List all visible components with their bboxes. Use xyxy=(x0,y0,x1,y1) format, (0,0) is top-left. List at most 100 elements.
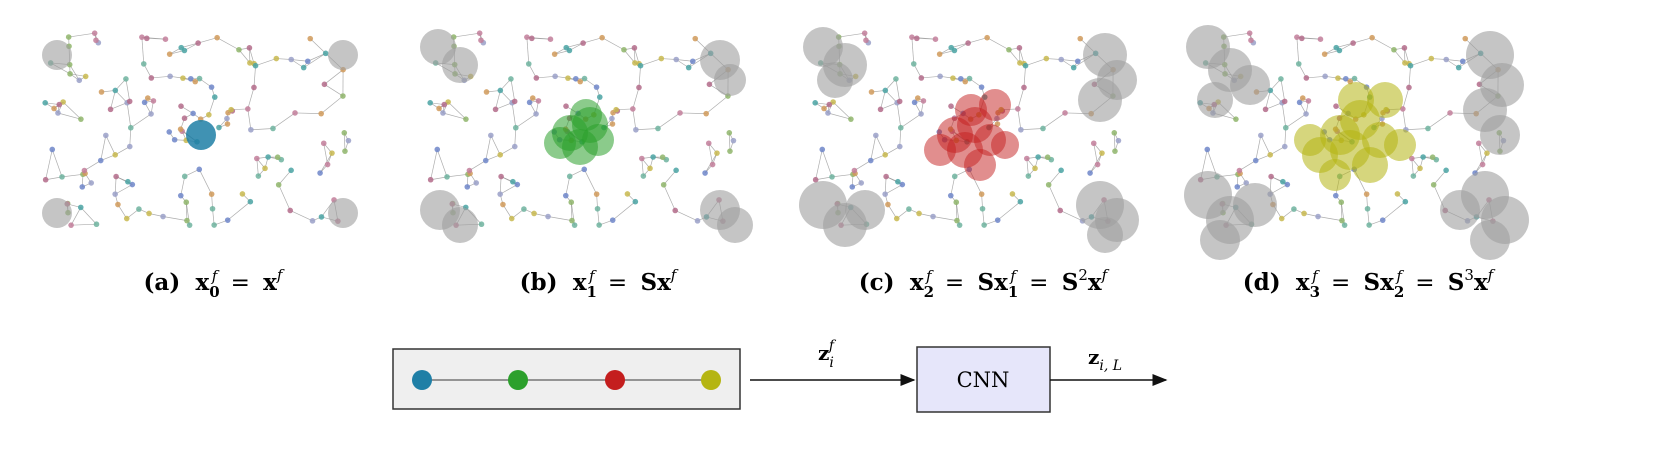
graph-edge xyxy=(821,149,833,177)
graph-edge xyxy=(997,201,1021,221)
graph-node xyxy=(1006,46,1012,53)
graph-node xyxy=(1043,55,1050,62)
graph-node xyxy=(672,207,679,214)
graph-node xyxy=(1115,137,1122,144)
graph-edge xyxy=(1042,112,1066,129)
graph-node xyxy=(954,217,960,224)
graph-node xyxy=(1284,181,1291,188)
graph-node xyxy=(962,78,969,85)
graph-node xyxy=(307,35,314,42)
graph-node xyxy=(1341,222,1348,228)
graph-node xyxy=(981,222,987,228)
graph-edge xyxy=(324,69,344,85)
graph-edge xyxy=(110,90,116,110)
graph-edge xyxy=(500,90,513,103)
graph-edge xyxy=(884,176,887,195)
graph-node xyxy=(953,199,960,206)
graph-node xyxy=(195,40,201,46)
graph-edge xyxy=(885,90,898,103)
graph-node xyxy=(689,58,696,65)
graph-edge xyxy=(968,37,988,44)
graph-edge xyxy=(623,49,636,64)
graph-edge xyxy=(198,37,218,44)
prior-signal-blob xyxy=(714,64,746,96)
graph-node xyxy=(436,105,442,112)
graph-node xyxy=(883,173,889,180)
graph-node xyxy=(920,98,927,104)
graph-node xyxy=(1062,110,1068,116)
output-arrow-label: zi, L xyxy=(1088,345,1122,374)
graph-node xyxy=(685,64,692,71)
graph-node xyxy=(529,35,535,42)
graph-panel-c xyxy=(799,27,1139,253)
graph-node xyxy=(882,87,889,94)
prior-signal-blob xyxy=(717,207,753,243)
diffused-signal-blob xyxy=(955,94,987,126)
graph-node xyxy=(950,75,956,81)
caption-a-tag: (a) xyxy=(144,269,181,296)
graph-node xyxy=(98,89,105,95)
graph-node xyxy=(476,30,483,36)
graph-node xyxy=(1246,30,1253,36)
prior-signal-blob xyxy=(817,62,853,98)
graph-node xyxy=(304,58,311,65)
graph-edge xyxy=(1048,184,1061,211)
graph-node xyxy=(1402,198,1409,205)
graph-edge xyxy=(641,158,644,177)
graph-edge xyxy=(1427,112,1451,129)
graph-edge xyxy=(1223,32,1250,38)
graph-edge xyxy=(256,158,259,177)
prior-signal-blob xyxy=(442,207,478,243)
graph-node xyxy=(251,84,257,91)
graph-edge xyxy=(900,113,922,129)
graph-edge xyxy=(71,223,97,226)
graph-node xyxy=(1394,191,1401,197)
graph-edge xyxy=(663,184,676,211)
graph-node xyxy=(897,124,904,131)
graph-edge xyxy=(831,173,853,178)
prior-signal-blob xyxy=(42,40,72,70)
graph-node xyxy=(1343,75,1349,82)
graph-edge xyxy=(640,58,662,67)
prior-signal-blob xyxy=(1230,65,1270,105)
graph-node xyxy=(1299,35,1305,42)
graph-node xyxy=(463,116,469,122)
graph-node xyxy=(1025,173,1032,179)
graph-node xyxy=(1032,165,1038,172)
graph-node xyxy=(896,143,903,150)
graph-edge xyxy=(51,149,63,177)
graph-node xyxy=(166,129,173,135)
graph-edge xyxy=(1336,42,1354,48)
graph-edge xyxy=(514,127,517,147)
graph-edge xyxy=(499,184,518,195)
graph-edge xyxy=(1408,65,1411,88)
graph-node xyxy=(51,105,57,112)
graph-node xyxy=(594,205,601,212)
graph-node xyxy=(829,174,835,180)
graph-edge xyxy=(1265,102,1283,110)
graph-node xyxy=(144,95,151,101)
graph-node xyxy=(1017,198,1024,205)
graph-edge xyxy=(1255,135,1262,161)
graph-edge xyxy=(1260,135,1271,155)
graph-node xyxy=(262,165,268,172)
graph-node xyxy=(211,222,217,228)
graph-node xyxy=(916,210,922,217)
caption-c-tag: (c) xyxy=(859,269,895,296)
graph-node xyxy=(300,64,307,71)
graph-node xyxy=(658,55,665,62)
graph-node xyxy=(529,95,536,101)
graph-node xyxy=(1045,181,1052,188)
graph-node xyxy=(1258,132,1264,139)
graph-node xyxy=(948,44,955,51)
graph-edge xyxy=(728,132,731,152)
graph-edge xyxy=(490,135,501,155)
graph-node xyxy=(139,34,145,40)
graph-node xyxy=(292,110,298,116)
graph-node xyxy=(317,170,323,176)
graph-node xyxy=(77,204,84,211)
graph-node xyxy=(896,98,903,105)
graph-node xyxy=(208,191,215,197)
graph-edge xyxy=(247,87,255,110)
graph-node xyxy=(848,116,854,122)
